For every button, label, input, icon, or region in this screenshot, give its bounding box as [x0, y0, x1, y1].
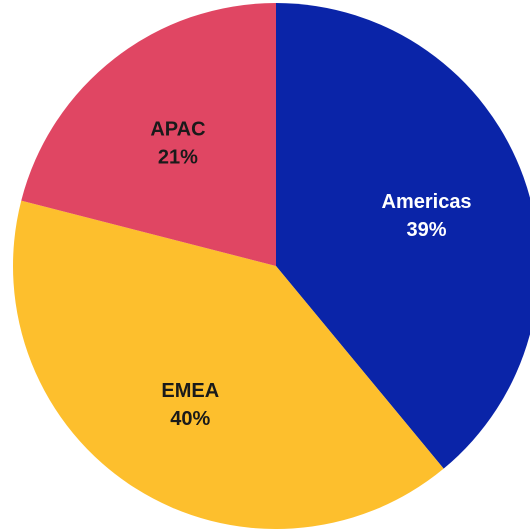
slice-label-americas: Americas	[382, 191, 472, 213]
slice-value-apac: 21%	[158, 147, 198, 169]
slice-value-americas: 39%	[407, 219, 447, 241]
slice-label-apac: APAC	[150, 119, 205, 141]
pie-slices	[13, 3, 530, 529]
slice-label-emea: EMEA	[161, 380, 219, 402]
pie-labels: Americas 39% EMEA 40% APAC 21%	[150, 119, 471, 431]
pie-slice-emea	[13, 200, 444, 529]
slice-value-emea: 40%	[170, 408, 210, 430]
pie-slice-apac	[21, 3, 276, 266]
pie-slice-americas	[276, 3, 530, 469]
